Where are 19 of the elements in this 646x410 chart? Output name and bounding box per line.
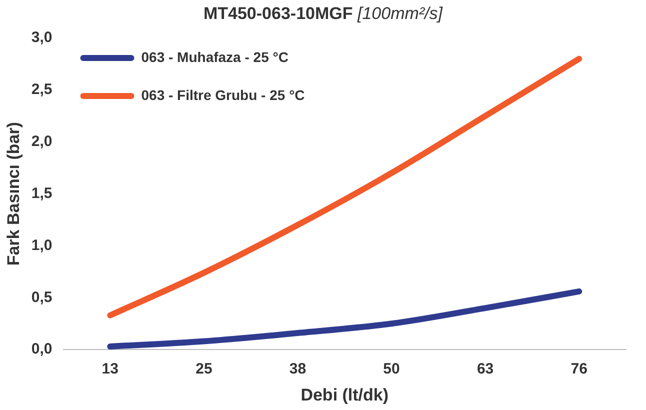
y-tick-label: 1,5 <box>31 184 52 202</box>
legend-label: 063 - Muhafaza - 25 °C <box>141 48 288 65</box>
y-tick-label: 3,0 <box>31 29 52 46</box>
x-tick-label: 25 <box>196 360 212 378</box>
y-tick-label: 0,0 <box>31 340 52 358</box>
x-tick-label: 63 <box>476 360 494 378</box>
y-tick-label: 2,0 <box>31 133 52 150</box>
y-axis-title: Fark Basıncı (bar) <box>4 122 23 266</box>
chart-title: MT450-063-10MGF <box>203 4 353 23</box>
x-tick-label: 76 <box>570 360 588 378</box>
legend-label: 063 - Filtre Grubu - 25 °C <box>141 86 305 103</box>
x-tick-label: 13 <box>102 360 118 378</box>
y-tick-label: 2,5 <box>31 81 52 98</box>
x-tick-label: 50 <box>383 360 400 378</box>
x-tick-label: 38 <box>289 360 306 378</box>
chart-subtitle: [100mm²/s] <box>357 4 443 23</box>
x-axis-title: Debi (lt/dk) <box>300 385 389 404</box>
y-tick-label: 0,5 <box>31 288 52 306</box>
y-tick-label: 1,0 <box>31 236 52 254</box>
